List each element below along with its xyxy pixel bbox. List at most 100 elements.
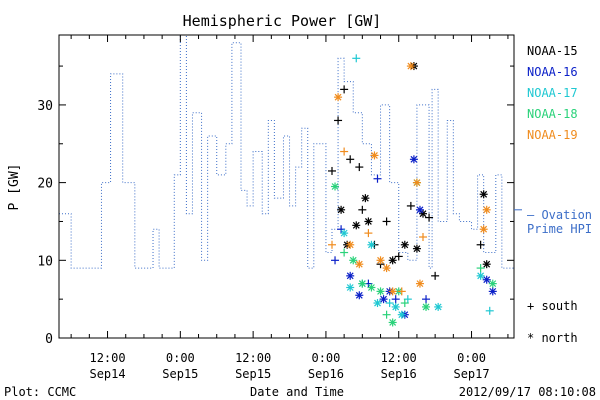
legend-entry-noaa-17: NOAA-17	[527, 86, 578, 100]
north-point-marker	[482, 205, 491, 214]
south-point-marker	[382, 310, 391, 319]
north-point-marker	[346, 240, 355, 249]
x-tick-date-label: Sep17	[453, 367, 489, 381]
south-point-marker	[476, 264, 485, 273]
north-point-marker	[373, 299, 382, 308]
x-axis-label: Date and Time	[250, 385, 344, 399]
south-point-marker	[391, 295, 400, 304]
y-tick-label: 10	[37, 254, 53, 269]
north-point-marker	[400, 240, 409, 249]
north-point-marker	[346, 271, 355, 280]
north-point-marker	[412, 244, 421, 253]
south-point-marker	[340, 147, 349, 156]
y-tick-label: 20	[37, 177, 53, 192]
north-point-marker	[482, 260, 491, 269]
north-point-marker	[422, 302, 431, 311]
legend-south: + south	[527, 299, 578, 313]
y-tick-label: 0	[45, 332, 53, 347]
x-tick-date-label: Sep15	[235, 367, 271, 381]
legend-ovation-line2: Prime HPI	[527, 222, 592, 236]
legend-ovation-line1: — Ovation	[527, 208, 592, 222]
south-point-marker	[334, 116, 343, 125]
x-tick-time-label: 12:00	[381, 351, 417, 365]
south-point-marker	[328, 166, 336, 175]
x-tick-time-label: 12:00	[89, 351, 125, 365]
north-point-marker	[367, 240, 376, 249]
x-axis-ticks: 12:00 Sep14 0:00 Sep15 12:00 Sep15 0:00 Sep16 12…	[70, 35, 509, 381]
north-point-marker	[352, 221, 361, 230]
south-point-marker	[485, 306, 494, 315]
x-tick-time-label: 0:00	[457, 351, 486, 365]
satellite-points	[328, 54, 497, 327]
legend-entry-noaa-18: NOAA-18	[527, 107, 578, 121]
legend-entry-noaa-19: NOAA-19	[527, 128, 578, 142]
legend-entry-noaa-15: NOAA-15	[527, 44, 578, 58]
north-point-marker	[346, 283, 355, 292]
north-point-marker	[331, 182, 340, 191]
south-point-marker	[373, 174, 382, 183]
ovation-step-line	[59, 34, 514, 269]
north-point-marker	[334, 93, 343, 102]
north-point-marker	[364, 217, 373, 226]
legend-north: * north	[527, 331, 578, 345]
south-point-marker	[397, 287, 406, 296]
south-point-marker	[340, 248, 349, 257]
south-point-marker	[364, 229, 373, 238]
south-point-marker	[352, 54, 361, 63]
north-point-marker	[415, 205, 424, 214]
north-point-marker	[479, 225, 488, 234]
south-point-marker	[340, 85, 349, 94]
x-tick-date-label: Sep16	[308, 367, 344, 381]
y-tick-label: 30	[37, 99, 53, 114]
south-point-marker	[358, 205, 367, 214]
north-point-marker	[355, 291, 364, 300]
south-point-marker	[382, 217, 391, 226]
north-point-marker	[367, 283, 376, 292]
north-point-marker	[434, 302, 443, 311]
north-point-marker	[479, 190, 488, 199]
plot-frame	[58, 34, 515, 339]
x-tick-time-label: 0:00	[166, 351, 195, 365]
south-point-marker	[355, 163, 364, 172]
south-point-marker	[400, 299, 409, 308]
north-point-marker	[358, 279, 367, 288]
north-point-marker	[379, 295, 388, 304]
north-point-marker	[382, 264, 391, 273]
x-tick-date-label: Sep16	[381, 367, 417, 381]
north-point-marker	[391, 302, 400, 311]
south-point-marker	[422, 295, 431, 304]
south-point-marker	[385, 299, 394, 308]
north-point-marker	[397, 310, 406, 319]
legend: NOAA-15 NOAA-16 NOAA-17 NOAA-18 NOAA-19 — Ova…	[514, 44, 592, 345]
north-point-marker	[361, 194, 370, 203]
north-point-marker	[349, 256, 358, 265]
north-point-marker	[337, 205, 346, 214]
north-point-marker	[412, 178, 421, 187]
legend-entry-noaa-16: NOAA-16	[527, 65, 578, 79]
north-point-marker	[388, 256, 397, 265]
x-tick-date-label: Sep15	[162, 367, 198, 381]
north-point-marker	[415, 279, 424, 288]
north-point-marker	[488, 279, 497, 288]
x-tick-time-label: 12:00	[235, 351, 271, 365]
north-point-marker	[376, 287, 385, 296]
south-point-marker	[331, 256, 340, 265]
south-point-marker	[406, 201, 415, 210]
south-point-marker	[425, 213, 434, 222]
chart-title: Hemispheric Power [GW]	[183, 12, 382, 30]
north-point-marker	[370, 151, 379, 160]
footer-credit: Plot: CCMC	[4, 385, 76, 399]
north-point-marker	[388, 287, 397, 296]
south-point-marker	[476, 240, 485, 249]
north-point-marker	[340, 229, 349, 238]
north-point-marker	[376, 256, 385, 265]
south-point-marker	[431, 271, 440, 280]
north-point-marker	[355, 260, 364, 269]
x-tick-time-label: 0:00	[311, 351, 340, 365]
south-point-marker	[394, 252, 403, 261]
y-axis-ticks: 0 10 20 30	[37, 65, 514, 347]
footer-timestamp: 2012/09/17 08:10:08	[459, 385, 596, 399]
north-point-marker	[388, 318, 397, 327]
north-point-marker	[409, 155, 418, 164]
